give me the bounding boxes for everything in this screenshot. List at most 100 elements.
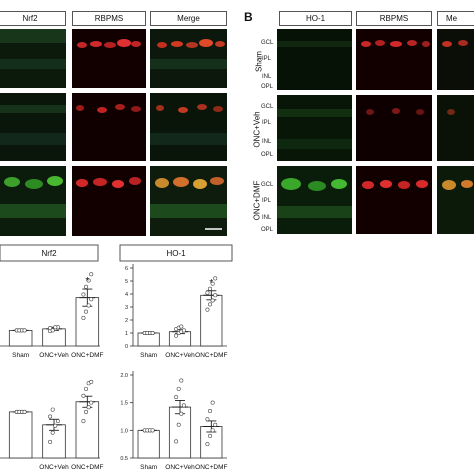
data-point <box>147 428 152 433</box>
panel-b-header-rbpms: RBPMS <box>356 11 432 26</box>
y-tick-label: 6 <box>125 266 128 272</box>
data-point <box>208 433 213 438</box>
y-tick-label: 3 <box>125 305 128 311</box>
data-point <box>89 400 94 405</box>
data-point <box>48 439 53 444</box>
bar <box>8 329 33 347</box>
y-tick-label: 2 <box>125 318 128 324</box>
data-point <box>174 327 179 332</box>
data-point <box>55 419 60 424</box>
data-point <box>19 328 24 333</box>
x-tick-label: Sham <box>12 352 29 359</box>
micrograph-ho1-sham <box>277 29 352 90</box>
data-point <box>50 327 55 332</box>
data-point <box>179 329 184 334</box>
bar <box>8 411 33 459</box>
layer-label: INL <box>262 215 272 221</box>
data-point <box>210 281 215 286</box>
x-tick-label: ONC+DMF <box>71 464 103 471</box>
micrograph-rbpms-b-onc-veh <box>356 95 432 161</box>
data-point <box>81 419 86 424</box>
data-point <box>50 328 55 333</box>
data-point <box>84 386 89 391</box>
data-point <box>14 409 19 414</box>
y-tick-label: 5 <box>125 279 128 285</box>
y-tick-label: 2.0 <box>120 373 128 379</box>
micrograph-merge-b-sham <box>437 29 474 90</box>
data-point <box>176 330 181 335</box>
data-point <box>53 423 58 428</box>
data-point <box>147 428 152 433</box>
micrograph-rbpms-sham <box>72 29 146 88</box>
micrograph-merge-sham <box>150 29 227 88</box>
micrograph-merge-onc-veh <box>150 93 227 161</box>
data-point <box>213 276 218 281</box>
data-point <box>210 400 215 405</box>
data-point <box>145 330 150 335</box>
panel-a-header-nrf2: Nrf2 <box>0 11 66 26</box>
micrograph-nrf2-onc-veh <box>0 93 66 161</box>
data-point <box>208 408 213 413</box>
data-point <box>81 315 86 320</box>
y-tick-label: 1.0 <box>120 428 128 434</box>
data-point <box>17 409 22 414</box>
bar <box>200 426 223 459</box>
panel-b-header-ho1: HO-1 <box>279 11 352 26</box>
x-tick-label: ONC+DMF <box>71 352 103 359</box>
data-point <box>84 409 89 414</box>
data-point <box>181 403 186 408</box>
data-point <box>142 428 147 433</box>
data-point <box>142 330 147 335</box>
data-point <box>142 428 147 433</box>
data-point <box>86 278 91 283</box>
micrograph-rbpms-onc-dmf <box>72 166 146 236</box>
data-point <box>179 324 184 329</box>
layer-label: GCL <box>261 104 274 110</box>
data-point <box>174 395 179 400</box>
layer-label: IPL <box>262 120 272 126</box>
data-point <box>181 328 186 333</box>
data-point <box>22 409 27 414</box>
data-point <box>150 330 155 335</box>
chart-title: Nrf2 <box>41 249 57 258</box>
data-point <box>208 286 213 291</box>
micrograph-rbpms-b-onc-dmf <box>356 166 432 234</box>
data-point <box>147 330 152 335</box>
data-point <box>150 428 155 433</box>
data-point <box>50 407 55 412</box>
y-tick-label: 0.5 <box>120 456 128 462</box>
data-point <box>213 293 218 298</box>
panel-b-header-merge: Me <box>437 11 474 26</box>
layer-label: IPL <box>262 56 272 62</box>
data-point <box>14 328 19 333</box>
bar <box>137 332 160 347</box>
x-tick-label: ONC+DMF <box>195 464 227 471</box>
x-tick-label: Sham <box>140 352 157 359</box>
data-point <box>145 428 150 433</box>
data-point <box>205 417 210 422</box>
micrograph-ho1-onc-dmf <box>277 166 352 234</box>
layer-label: IPL <box>262 198 272 204</box>
chart-title-box <box>0 244 99 262</box>
data-point <box>208 302 213 307</box>
data-point <box>179 378 184 383</box>
data-point <box>22 328 27 333</box>
bar <box>75 297 100 347</box>
x-tick-label: ONC+DMF <box>195 352 227 359</box>
chart-title: HO-1 <box>166 249 186 258</box>
data-point <box>86 405 91 410</box>
data-point <box>19 409 24 414</box>
bar <box>200 294 223 347</box>
micrograph-merge-b-onc-dmf <box>437 166 474 234</box>
data-point <box>84 309 89 314</box>
data-point <box>86 381 91 386</box>
data-point <box>81 292 86 297</box>
micrograph-merge-onc-dmf <box>150 166 227 236</box>
data-point <box>145 330 150 335</box>
chart-title-box <box>119 244 233 262</box>
data-point <box>17 328 22 333</box>
x-tick-label: ONC+Veh <box>39 352 69 359</box>
row-label-onc-veh: ONC+Veh <box>252 111 262 148</box>
data-point <box>48 326 53 331</box>
data-point <box>84 284 89 289</box>
